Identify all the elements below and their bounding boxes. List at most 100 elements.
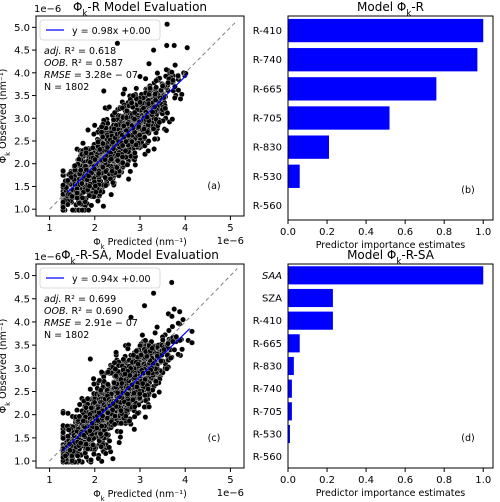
x-tick-label: 0.0	[280, 475, 296, 486]
scatter-point	[166, 327, 172, 334]
scatter-point	[76, 401, 83, 408]
x-tick-label: 0.4	[358, 227, 374, 238]
scatter-point	[150, 290, 157, 297]
x-tick-label: 5	[227, 223, 233, 234]
bar	[288, 356, 294, 376]
bar	[288, 402, 292, 421]
scatter-point	[106, 444, 113, 451]
x-offset-label: 1e−6	[217, 488, 244, 499]
legend: y = 0.98x +0.00	[39, 19, 161, 41]
scatter-point	[60, 182, 66, 188]
scatter-point	[189, 328, 195, 335]
category-label: R-530	[253, 172, 282, 183]
scatter-point	[133, 348, 140, 354]
scatter-point	[71, 162, 78, 169]
scatter-point	[90, 442, 96, 448]
x-tick-label: 0.2	[319, 227, 335, 238]
scatter-point	[164, 110, 171, 116]
scatter-point	[117, 428, 124, 435]
fit-line	[62, 328, 191, 452]
x-tick-label: 0.2	[319, 475, 335, 486]
scatter-point	[95, 139, 101, 145]
scatter-point	[108, 191, 115, 198]
scatter-panel-c: 1 2 3 4 5 1.0 1.5 2.0 2.5 3.0 3.5 4.0 4.5 5.0 1e−6 1e−6…	[0, 248, 245, 502]
scatter-point	[98, 129, 105, 136]
scatter-point	[176, 308, 183, 315]
category-label: R-530	[253, 430, 282, 441]
scatter-point	[93, 425, 100, 431]
y-tick-label: 1.5	[14, 433, 30, 444]
scatter-point	[120, 356, 127, 363]
scatter-point	[154, 353, 161, 360]
scatter-point	[112, 366, 119, 373]
scatter-point	[152, 91, 159, 97]
scatter-point	[131, 150, 138, 156]
scatter-point	[128, 99, 135, 106]
scatter-point	[169, 116, 176, 123]
scatter-point	[141, 134, 148, 141]
scatter-point	[86, 436, 92, 443]
scatter-point	[129, 396, 136, 403]
scatter-point	[119, 154, 126, 160]
category-label: R-740	[253, 55, 282, 66]
bar	[288, 334, 300, 353]
x-tick-label: 0.0	[280, 227, 296, 238]
scatter-point	[78, 180, 85, 187]
scatter-point	[120, 91, 127, 97]
scatter-point	[141, 302, 148, 309]
scatter-point	[98, 123, 105, 130]
scatter-point	[171, 95, 178, 101]
scatter-point	[96, 377, 103, 384]
x-tick-label: 0.6	[397, 227, 413, 238]
scatter-point	[180, 316, 186, 323]
scatter-point	[102, 450, 109, 457]
scatter-point	[175, 320, 182, 327]
scatter-point	[100, 203, 107, 210]
scatter-point	[168, 279, 175, 286]
scatter-point	[156, 119, 163, 126]
scatter-point	[91, 131, 97, 137]
scatter-point	[125, 345, 131, 352]
scatter-point	[163, 365, 170, 372]
x-offset-label: 1e−6	[217, 236, 244, 247]
y-tick-label: 4.5	[14, 294, 30, 305]
category-label: R-830	[253, 143, 282, 154]
legend: y = 0.94x +0.00	[39, 267, 161, 289]
scatter-point	[110, 455, 116, 462]
axes-frame	[287, 15, 494, 221]
scatter-point	[110, 400, 116, 407]
scatter-point	[131, 116, 138, 123]
scatter-point	[122, 413, 129, 420]
scatter-point	[60, 435, 66, 442]
y-tick-label: 2.5	[14, 387, 30, 398]
identity-line	[49, 20, 238, 210]
scatter-point	[88, 405, 95, 411]
scatter-point	[60, 410, 66, 416]
scatter-point	[74, 452, 81, 459]
scatter-point	[92, 189, 99, 195]
scatter-point	[125, 401, 132, 407]
category-label: R-410	[253, 316, 282, 327]
scatter-point	[83, 149, 89, 156]
scatter-point	[109, 406, 116, 413]
stat-line: RMSE = 2.91e − 07	[44, 318, 138, 329]
scatter-point	[100, 88, 107, 94]
x-tick-label: 1	[46, 475, 52, 486]
x-tick-label: 3	[137, 223, 143, 234]
scatter-point	[83, 404, 89, 411]
scatter-point	[129, 138, 135, 145]
scatter-point	[76, 413, 83, 420]
scatter-point	[114, 164, 120, 171]
scatter-point	[142, 414, 149, 420]
scatter-point	[86, 183, 93, 190]
y-tick-label: 2.0	[14, 159, 30, 170]
scatter-point	[130, 352, 137, 359]
scatter-point	[90, 375, 97, 382]
scatter-point	[175, 351, 182, 358]
scatter-point	[69, 457, 76, 464]
bar-panel-d: SAA SZA R-410 R-665 R-830 R-740 R-705 R-530 R-56…	[253, 248, 494, 499]
scatter-point	[77, 167, 84, 174]
category-label: R-665	[253, 84, 282, 95]
scatter-point	[127, 372, 133, 379]
bar	[288, 164, 300, 188]
